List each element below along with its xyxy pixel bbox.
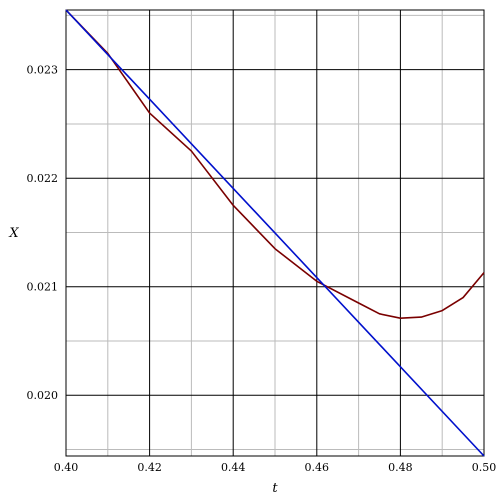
x-axis-title: t <box>272 481 278 496</box>
x-tick-label: 0.42 <box>137 461 162 474</box>
x-tick-label: 0.50 <box>472 461 497 474</box>
y-tick-labels: 0.020 0.021 0.022 0.023 <box>27 64 59 403</box>
x-tick-label: 0.48 <box>388 461 413 474</box>
y-tick-label: 0.022 <box>27 172 59 185</box>
y-tick-label: 0.023 <box>27 64 59 77</box>
x-tick-label: 0.46 <box>305 461 330 474</box>
x-tick-labels: 0.40 0.42 0.44 0.46 0.48 0.50 <box>54 461 497 474</box>
y-axis-title: X <box>8 226 19 241</box>
y-tick-label: 0.020 <box>27 389 59 402</box>
series-line-1 <box>65 9 485 319</box>
series-line-2 <box>65 9 485 457</box>
x-tick-label: 0.44 <box>221 461 246 474</box>
y-tick-label: 0.021 <box>27 281 59 294</box>
minor-gridlines <box>66 10 484 456</box>
series-layer <box>65 9 485 457</box>
x-tick-label: 0.40 <box>54 461 79 474</box>
plot-frame <box>65 9 485 457</box>
